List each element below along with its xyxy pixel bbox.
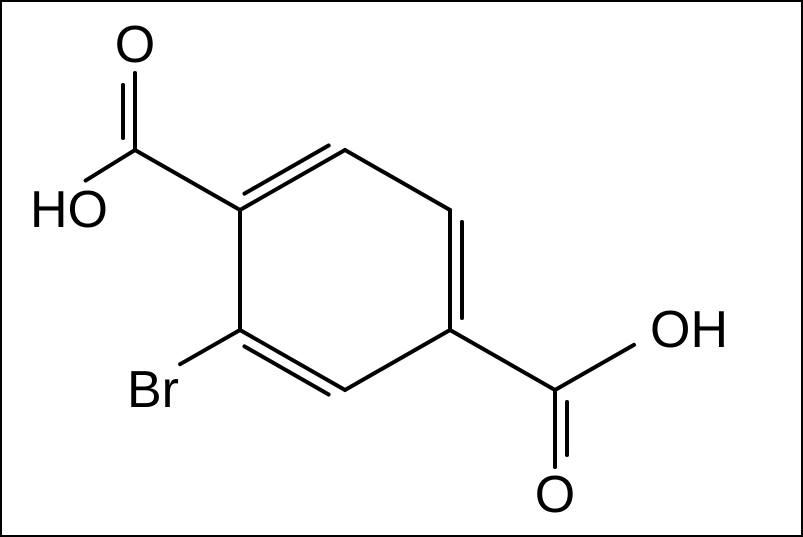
molecule-svg: O HO Br O OH [0,0,803,537]
atom-label-o3: O [535,466,575,524]
molecule-frame: O HO Br O OH [0,0,803,537]
atom-label-o2: HO [30,181,108,239]
atom-label-br: Br [127,361,179,419]
atom-label-o4: OH [650,301,728,359]
canvas-border [1,1,802,536]
atom-label-o1: O [115,16,155,74]
